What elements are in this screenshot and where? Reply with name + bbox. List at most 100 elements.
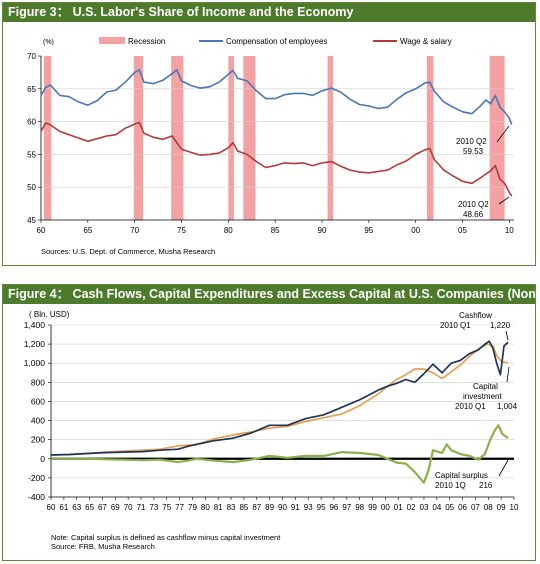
- chart2-annotation-cashflow: Cashflow 2010 Q1 1,220: [440, 311, 511, 341]
- chart2-x-tick-label-20: 93: [304, 503, 313, 512]
- annotation-capinv-label2: investment: [463, 392, 502, 401]
- chart1-y-tick-label-0: 45: [27, 216, 36, 225]
- chart2-y-tick-labels: -400 -200 0 200 400 600 800 1,000 1,200 1,400: [24, 320, 51, 502]
- chart2-x-tick-label-23: 97: [342, 503, 351, 512]
- chart2-x-tick-label-10: 77: [175, 503, 184, 512]
- chart2-x-tick-label-9: 75: [162, 503, 171, 512]
- recession-band-2: [171, 56, 184, 220]
- chart2-x-tick-label-16: 87: [252, 503, 261, 512]
- recession-band-6: [426, 56, 434, 220]
- chart2-y-tick-label-5: 600: [31, 396, 45, 406]
- chart2-x-tick-label-27: 01: [394, 503, 403, 512]
- chart1-x-tick-labels: 60 65 70 75 80 85 90 95 00 05 10: [37, 220, 514, 235]
- annotation-capinv-arrow: [506, 366, 510, 383]
- annotation-capinv-label: Capital: [473, 382, 498, 391]
- annotation-wage-period: 2010 Q2: [458, 200, 489, 209]
- chart1-x-tick-label-3: 75: [177, 226, 186, 235]
- figure-3-header: Figure 3： U.S. Labor's Share of Income a…: [3, 3, 535, 22]
- chart2-x-tick-label-24: 98: [355, 503, 364, 512]
- annotation-comp-period: 2010 Q2: [456, 137, 487, 146]
- chart2-x-tick-label-6: 70: [124, 503, 133, 512]
- chart1-x-tick-label-5: 85: [271, 226, 280, 235]
- chart2-x-tick-label-33: 07: [471, 503, 480, 512]
- chart2-x-tick-label-21: 95: [317, 503, 326, 512]
- chart2-source: Source: FRB, Musha Research: [51, 542, 155, 551]
- chart2-gridlines: [51, 324, 514, 479]
- chart2-y-tick-label-8: 1,200: [24, 339, 46, 349]
- chart1-annotation-compensation: 2010 Q2 59.53: [456, 125, 510, 156]
- chart2-series: [50, 340, 509, 484]
- annotation-wage-arrow: [498, 196, 510, 205]
- chart2-x-tick-label-36: 10: [510, 503, 519, 512]
- series-wage-salary: [40, 121, 513, 197]
- legend-compensation-label: Compensation of employees: [226, 37, 327, 46]
- chart2-x-tick-label-14: 83: [227, 503, 236, 512]
- chart2-x-tick-label-5: 69: [111, 503, 120, 512]
- figure-4-header: Figure 4： Cash Flows, Capital Expenditur…: [3, 285, 535, 304]
- annotation-comp-arrow: [496, 125, 510, 143]
- chart2-annotation-capital-investment: Capital investment 2010 Q1 1,004: [455, 366, 518, 411]
- series-cashflow: [50, 340, 509, 456]
- chart2-x-tick-label-32: 06: [458, 503, 467, 512]
- chart1-x-tick-label-1: 65: [83, 226, 92, 235]
- legend-recession-label: Recession: [128, 37, 165, 46]
- figure-4-title: Cash Flows, Capital Expenditures and Exc…: [72, 287, 535, 301]
- annotation-cashflow-value: 1,220: [490, 321, 511, 330]
- chart1-source: Sources: U.S. Dept. of Commerce, Musha R…: [41, 247, 215, 256]
- chart2-x-tick-label-22: 96: [329, 503, 338, 512]
- chart2-x-tick-label-15: 85: [239, 503, 248, 512]
- figure-3-label: Figure 3：: [8, 5, 70, 19]
- annotation-surplus-arrow: [498, 459, 509, 477]
- annotation-cashflow-label: Cashflow: [459, 311, 492, 320]
- chart2-x-tick-label-4: 67: [98, 503, 107, 512]
- chart1-y-tick-label-3: 60: [27, 118, 36, 127]
- legend-wage-label: Wage & salary: [400, 37, 452, 46]
- recession-band-3: [228, 56, 234, 220]
- chart2-y-tick-label-7: 1,000: [24, 358, 46, 368]
- chart2-annotation-capital-surplus: Capital surplus 2010 1Q 216: [435, 459, 509, 490]
- chart1-legend: Recession Compensation of employees Wage…: [99, 37, 452, 46]
- figure-4-label: Figure 4：: [8, 287, 70, 301]
- chart1-annotation-wage: 2010 Q2 48.66: [458, 196, 510, 219]
- figure-4-panel: Figure 4： Cash Flows, Capital Expenditur…: [2, 284, 536, 561]
- recession-band-7: [489, 56, 505, 220]
- figure-3-panel: Figure 3： U.S. Labor's Share of Income a…: [2, 2, 536, 266]
- chart1-x-tick-label-9: 05: [458, 226, 467, 235]
- chart1-y-tick-label-2: 55: [27, 150, 36, 159]
- annotation-surplus-period: 2010 1Q: [435, 481, 466, 490]
- chart2-x-tick-label-30: 04: [432, 503, 441, 512]
- chart1-x-tick-label-0: 60: [37, 226, 46, 235]
- figure-3-title: U.S. Labor's Share of Income and the Eco…: [72, 5, 354, 19]
- chart2-x-tick-label-3: 65: [85, 503, 94, 512]
- annotation-cashflow-arrow: [505, 330, 509, 341]
- chart1-x-tick-label-6: 90: [318, 226, 327, 235]
- recession-band-0: [43, 56, 52, 220]
- chart1-x-tick-label-4: 80: [224, 226, 233, 235]
- chart2-y-tick-label-3: 200: [31, 435, 45, 445]
- chart2-x-tick-label-1: 61: [59, 503, 68, 512]
- chart1-x-tick-label-2: 70: [130, 226, 139, 235]
- recession-band-5: [327, 56, 334, 220]
- chart2-x-tick-label-31: 05: [445, 503, 454, 512]
- chart2-y-tick-label-0: -400: [28, 492, 45, 502]
- chart1-x-tick-label-7: 95: [364, 226, 373, 235]
- chart2-note: Note: Capital surplus is defined as cash…: [51, 533, 281, 542]
- series-capital-surplus: [51, 424, 509, 484]
- chart2-x-tick-label-8: 73: [149, 503, 158, 512]
- chart2-x-tick-label-13: 81: [214, 503, 223, 512]
- chart2-y-tick-label-1: -200: [28, 473, 45, 483]
- chart1-y-tick-label-1: 50: [27, 183, 36, 192]
- series-capital-investment: [50, 343, 509, 456]
- chart2-x-tick-label-11: 79: [188, 503, 197, 512]
- chart1-gridlines: [41, 88, 514, 188]
- annotation-capinv-value: 1,004: [497, 402, 518, 411]
- annotation-surplus-value: 216: [479, 481, 493, 490]
- chart2-x-tick-label-2: 63: [72, 503, 81, 512]
- chart2-y-tick-label-6: 800: [31, 377, 45, 387]
- chart2-x-tick-label-25: 99: [368, 503, 377, 512]
- chart1-x-tick-label-8: 00: [411, 226, 420, 235]
- chart2-x-tick-label-17: 89: [265, 503, 274, 512]
- annotation-cashflow-period: 2010 Q1: [440, 321, 471, 330]
- chart2-x-tick-label-29: 03: [420, 503, 429, 512]
- chart2-x-tick-label-0: 60: [47, 503, 56, 512]
